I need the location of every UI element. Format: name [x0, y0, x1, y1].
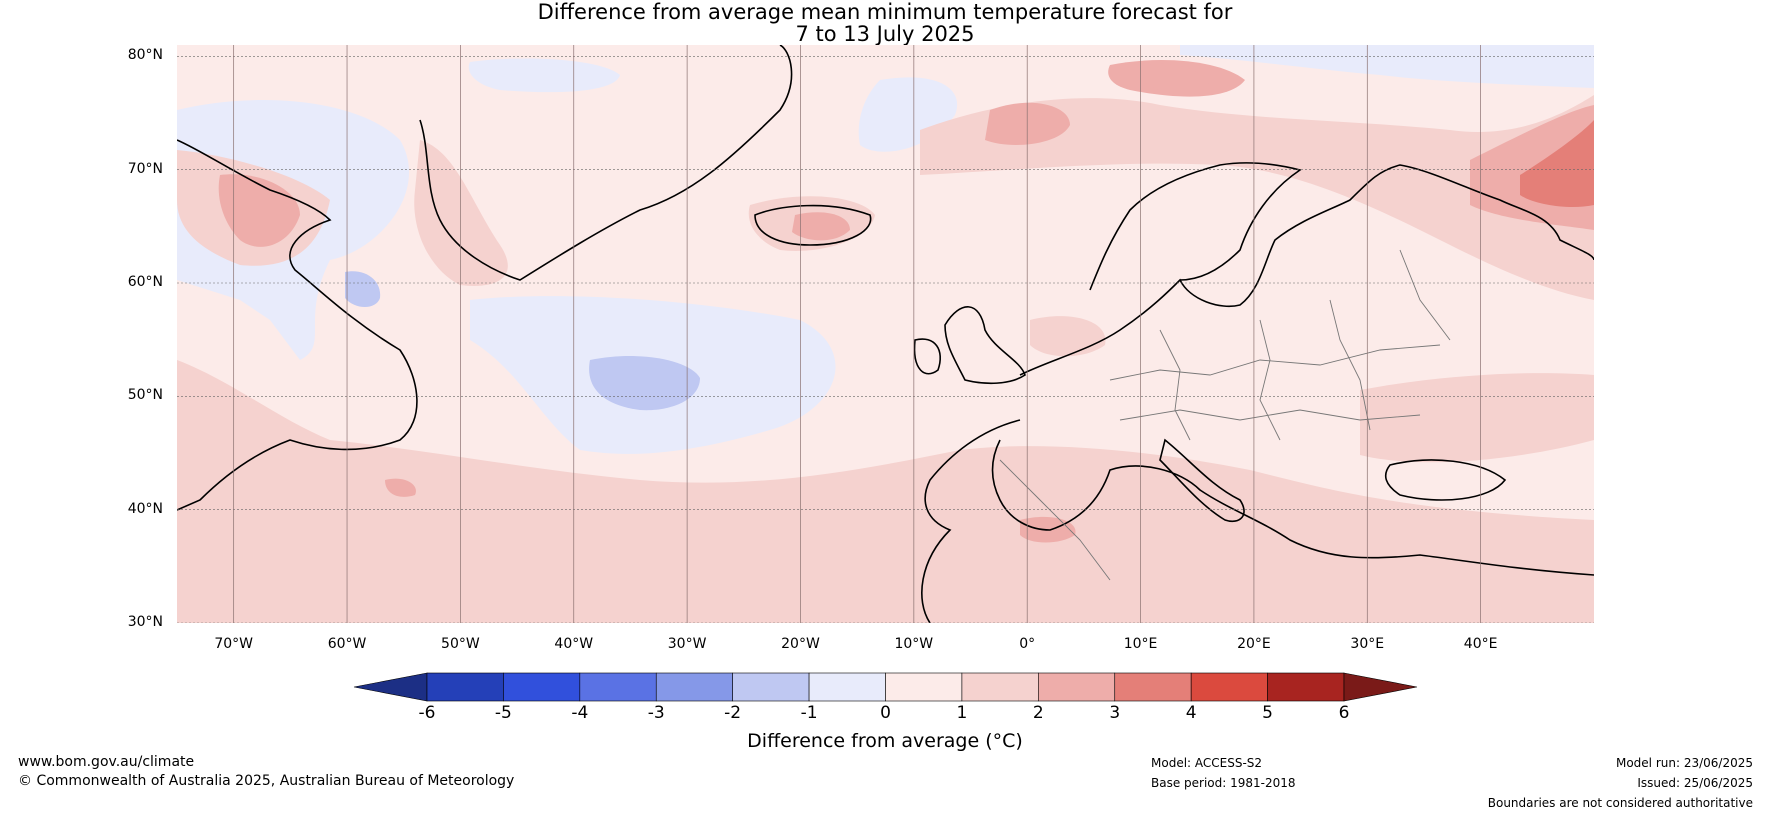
colorbar-extend-low	[353, 672, 428, 702]
longitude-label: 0°	[1019, 636, 1036, 652]
longitude-label: 60°W	[327, 636, 367, 652]
colorbar-tick: -5	[494, 703, 512, 723]
anomaly-region-warm	[1030, 316, 1106, 357]
anomaly-region-warm-strongest	[1520, 120, 1594, 207]
colorbar-swatch	[808, 672, 886, 702]
iceland-coastline	[754, 204, 872, 246]
anomaly-region-warm	[414, 140, 508, 286]
chart-subtitle: 7 to 13 July 2025	[795, 22, 975, 46]
colorbar-tick: 6	[1338, 703, 1350, 723]
map-area	[177, 45, 1594, 623]
longitude-label: 30°E	[1350, 636, 1385, 652]
colorbar-tick: -1	[800, 703, 818, 723]
europe-coastline	[921, 162, 1594, 623]
canada-coastline	[177, 139, 418, 511]
base-period: Base period: 1981-2018	[1151, 776, 1296, 790]
anomaly-region-warm-strong	[385, 478, 416, 497]
italy-coastline	[1159, 438, 1245, 522]
boundaries-disclaimer: Boundaries are not considered authoritat…	[1487, 796, 1753, 810]
colorbar-swatch	[1190, 672, 1268, 702]
colorbar-tick: 0	[880, 703, 891, 723]
anomaly-region-warm	[177, 360, 1594, 623]
latitude-label: 70°N	[127, 160, 163, 177]
blacksea-coastline	[1384, 459, 1507, 501]
colorbar-swatch	[655, 672, 733, 702]
anomaly-region-warm	[920, 95, 1594, 300]
colorbar-swatch	[885, 672, 963, 702]
anomaly-region-cool-strong	[345, 271, 381, 307]
longitude-label: 50°W	[441, 636, 480, 652]
colorbar-swatch	[579, 672, 657, 702]
chart-title: Difference from average mean minimum tem…	[537, 0, 1233, 24]
ireland-coastline	[913, 338, 941, 375]
britain-coastline	[944, 306, 1026, 385]
colorbar-swatch	[426, 672, 504, 702]
colorbar-swatch	[1038, 672, 1116, 702]
colorbar-label: Difference from average (°C)	[747, 730, 1023, 752]
colorbar-tick: 2	[1032, 703, 1044, 723]
model-run-date: Model run: 23/06/2025	[1615, 756, 1753, 770]
anomaly-region-warm-strong	[792, 212, 850, 241]
website-link[interactable]: www.bom.gov.au/climate	[18, 754, 195, 770]
colorbar-swatch	[1267, 672, 1345, 702]
colorbar-tick: -3	[647, 703, 665, 723]
anomaly-region-cool-strong	[589, 356, 700, 411]
anomaly-region-warm-strong	[218, 174, 300, 247]
longitude-label: 20°W	[781, 636, 820, 652]
colorbar-tick: -6	[418, 703, 436, 723]
longitude-label: 20°E	[1237, 636, 1271, 652]
country-borders	[999, 249, 1451, 581]
colorbar-swatch	[961, 672, 1039, 702]
colorbar-tick: 4	[1185, 703, 1197, 723]
copyright-text: © Commonwealth of Australia 2025, Austra…	[18, 773, 515, 789]
anomaly-shading	[177, 45, 1594, 623]
longitude-label: 10°W	[894, 636, 934, 652]
latitude-label: 60°N	[127, 274, 163, 290]
anomaly-region-cool	[1180, 45, 1594, 88]
model-name: Model: ACCESS-S2	[1151, 756, 1263, 770]
anomaly-region-cool	[468, 58, 620, 93]
colorbar-tick: 5	[1262, 703, 1273, 723]
anomaly-region-warm	[1360, 373, 1594, 463]
colorbar-tick: 3	[1109, 703, 1121, 723]
colorbar-swatch	[503, 672, 581, 702]
longitude-label: 70°W	[214, 636, 253, 652]
longitude-label: 40°E	[1463, 636, 1498, 652]
coastlines	[177, 45, 1594, 623]
colorbar-extend-high	[1343, 672, 1418, 702]
longitude-label: 10°E	[1123, 636, 1158, 652]
latitude-label: 40°N	[127, 500, 163, 517]
anomaly-region-warm-strong	[1145, 63, 1210, 95]
issued-date: Issued: 25/06/2025	[1637, 776, 1753, 790]
gridlines	[177, 45, 1594, 623]
colorbar-tick: 1	[956, 703, 968, 723]
latitude-label: 80°N	[127, 47, 163, 64]
latitude-label: 30°N	[127, 614, 163, 630]
longitude-label: 30°W	[667, 636, 707, 652]
colorbar-swatch	[732, 672, 810, 702]
colorbar-tick: -2	[724, 703, 742, 723]
longitude-label: 40°W	[554, 636, 594, 652]
greenland-coastline	[419, 45, 793, 281]
colorbar-tick: -4	[571, 703, 589, 723]
latitude-label: 50°N	[127, 387, 163, 404]
colorbar-swatch	[1114, 672, 1192, 702]
